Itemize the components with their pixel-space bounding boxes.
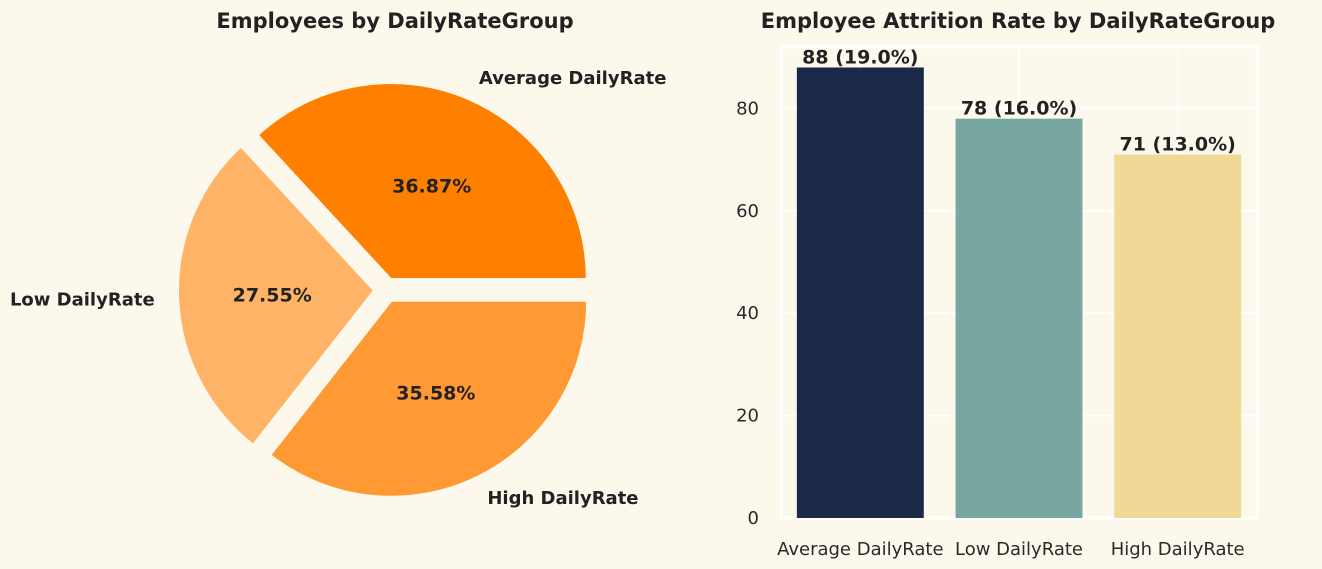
pie-pct-label-low-dailyrate: 27.55% (233, 285, 312, 307)
pie-slices (177, 82, 589, 498)
pie-category-label-low-dailyrate: Low DailyRate (10, 289, 155, 310)
pie-pct-label-high-dailyrate: 35.58% (396, 382, 475, 404)
y-tick-label: 80 (736, 98, 759, 119)
pie-title: Employees by DailyRateGroup (216, 9, 573, 33)
pie-category-label-high-dailyrate: High DailyRate (487, 488, 638, 509)
bar-bars (796, 67, 1242, 518)
x-tick-label-high-dailyrate: High DailyRate (1111, 539, 1245, 560)
pie-pct-label-average-dailyrate: 36.87% (392, 176, 471, 198)
bar-low-dailyrate (955, 118, 1083, 518)
bar-ticks: 0 20 40 60 80 Average DailyRate Low DailyRate H… (736, 98, 1245, 560)
bar-value-label-high-dailyrate: 71 (13.0%) (1119, 134, 1235, 156)
pie-labels: 36.87% Average DailyRate 27.55% Low DailyRa… (10, 68, 666, 509)
y-tick-label: 40 (736, 303, 759, 324)
bar-high-dailyrate (1114, 154, 1242, 518)
pie-slice-average-dailyrate (256, 82, 588, 281)
y-tick-label: 0 (748, 508, 759, 529)
bar-title: Employee Attrition Rate by DailyRateGrou… (761, 9, 1275, 33)
bar-value-label-low-dailyrate: 78 (16.0%) (961, 98, 1077, 120)
bar-average-dailyrate (796, 67, 924, 518)
bar-chart: Employee Attrition Rate by DailyRateGrou… (736, 9, 1275, 560)
x-tick-label-average-dailyrate: Average DailyRate (777, 539, 943, 560)
y-tick-label: 20 (736, 406, 759, 427)
pie-chart: Employees by DailyRateGroup 36.87% Averag… (10, 9, 666, 509)
pie-slice-low-dailyrate (177, 145, 376, 447)
bar-value-labels: 88 (19.0%) 78 (16.0%) 71 (13.0%) (802, 46, 1236, 155)
pie-category-label-average-dailyrate: Average DailyRate (479, 68, 667, 89)
y-tick-label: 60 (736, 201, 759, 222)
bar-value-label-average-dailyrate: 88 (19.0%) (802, 46, 918, 68)
x-tick-label-low-dailyrate: Low DailyRate (955, 539, 1083, 560)
pie-slice-high-dailyrate (268, 299, 589, 498)
